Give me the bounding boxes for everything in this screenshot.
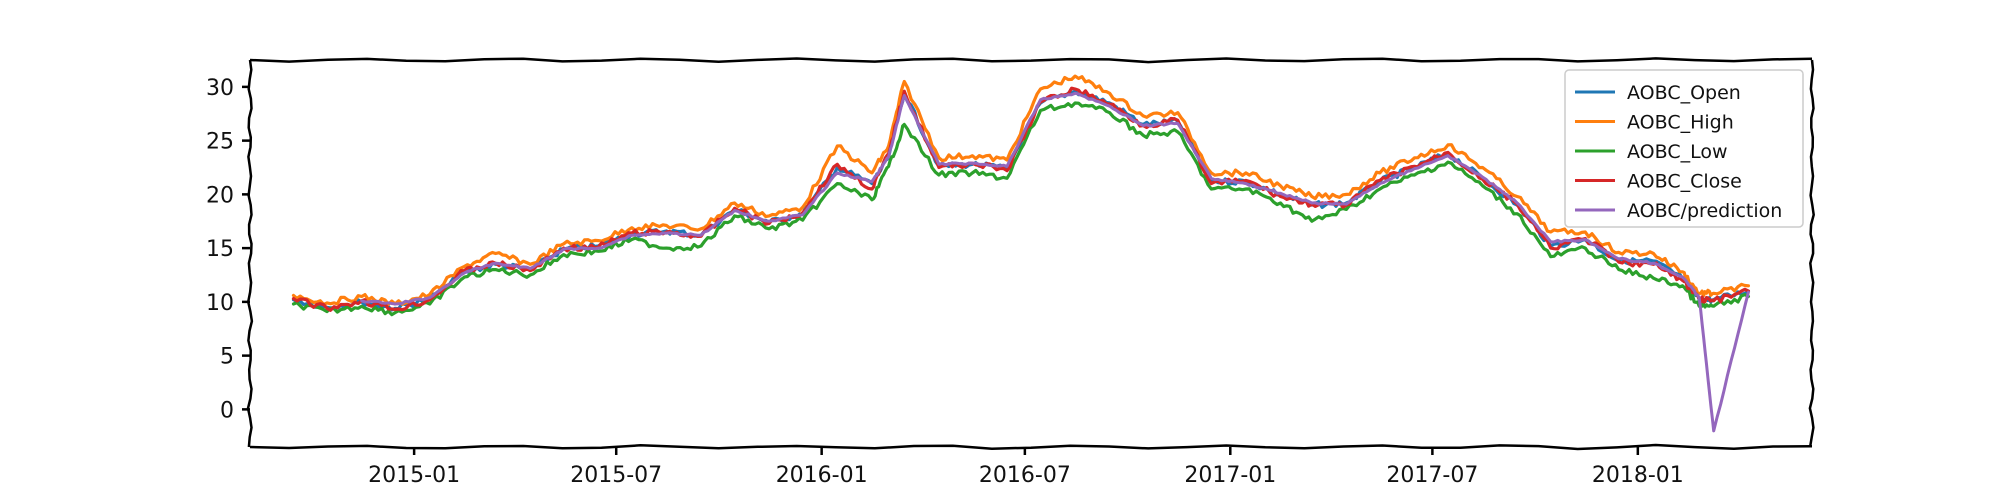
legend-label: AOBC_Close [1627,171,1742,193]
x-axis: 2015-01 2015-07 2016-01 2016-07 2017-01 2017-… [368,447,1684,488]
x-tick-label: 2017-01 [1184,463,1276,488]
x-tick-label: 2017-07 [1386,463,1478,488]
legend-label: AOBC/prediction [1627,200,1782,222]
x-tick-label: 2016-01 [776,463,868,488]
y-tick-label: 0 [220,398,234,423]
y-tick-label: 30 [206,76,234,101]
legend: AOBC_Open AOBC_High AOBC_Low AOBC_Close AOBC… [1564,69,1804,228]
legend-label: AOBC_Low [1627,141,1728,163]
y-tick-label: 15 [206,237,234,262]
series-line-aobc-prediction [360,91,1750,433]
frame-bottom [249,443,1813,451]
x-tick-label: 2018-01 [1592,463,1684,488]
frame-top [249,57,1813,64]
legend-box [1564,69,1804,228]
x-tick-label: 2015-01 [368,463,460,488]
series-line-aobc-low [291,101,1750,317]
frame-right [1808,59,1815,448]
y-tick-label: 25 [206,130,234,155]
series-line-aobc-close [291,86,1750,312]
plot-frame [246,57,1815,451]
legend-label: AOBC_High [1627,112,1734,134]
y-tick-label: 10 [206,291,234,316]
x-tick-label: 2016-07 [979,463,1071,488]
series-line-aobc-high [291,74,1750,306]
x-tick-label: 2015-07 [570,463,662,488]
frame-left [246,59,254,448]
legend-label: AOBC_Open [1627,82,1741,104]
series-layer [291,74,1750,433]
y-tick-label: 20 [206,183,234,208]
y-axis: 0 5 10 15 20 25 30 [206,76,250,423]
series-line-aobc-open [291,89,1750,312]
y-tick-label: 5 [220,345,234,370]
